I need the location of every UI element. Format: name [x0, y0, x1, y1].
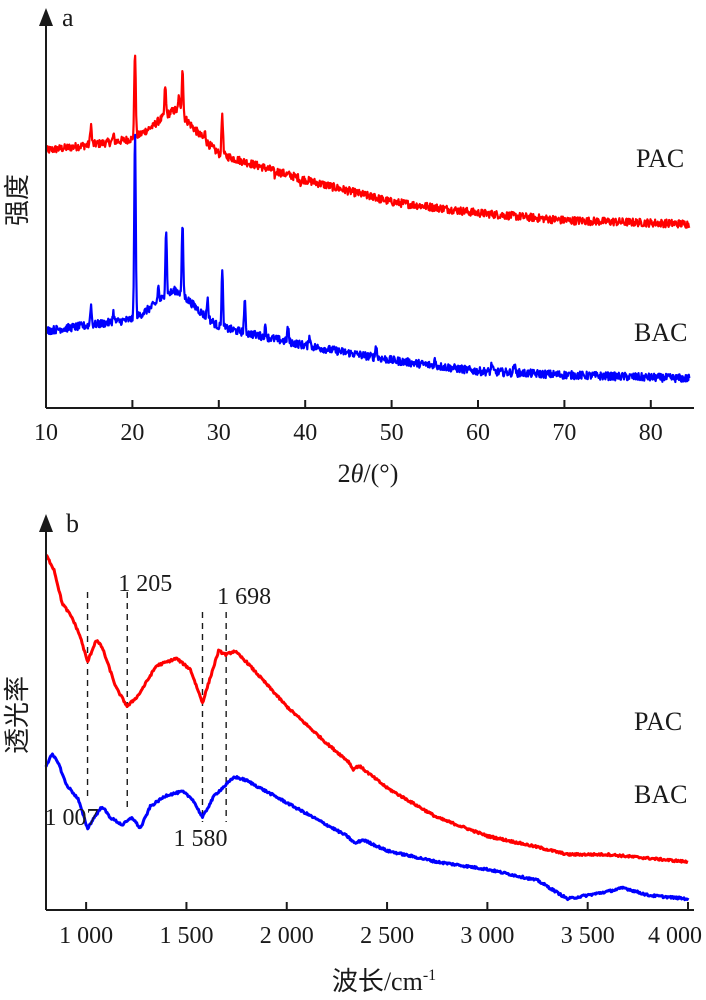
- panel-b-x-tick-label: 3 500: [561, 923, 615, 949]
- panel-a-x-title-suffix: /(°): [363, 459, 398, 488]
- panel-a-x-tick-label: 60: [466, 420, 490, 446]
- panel-b-x-tick-label: 2 500: [360, 923, 414, 949]
- panel-a-x-tick-label: 30: [207, 420, 231, 446]
- panel-a-x-axis-title: 2θ/(°): [338, 459, 399, 488]
- panel-a-x-tick-label: 20: [120, 420, 144, 446]
- panel-b-x-tick-label: 1 500: [159, 923, 213, 949]
- panel-b-annotation-label: 1 698: [217, 584, 271, 610]
- panel-b-x-tick-label: 1 000: [59, 923, 113, 949]
- panel-a-x-ticks: 10 20 30 40 50 60 70 80: [34, 400, 663, 446]
- panel-a-x-title-prefix: 2: [338, 459, 351, 488]
- panel-a-series-line-bac: [44, 133, 691, 384]
- panel-b-series-line-pac: [45, 553, 689, 864]
- panel-a-series-line-pac: [44, 54, 691, 229]
- panel-b-series-line-bac: [44, 752, 690, 902]
- panel-b-x-ticks: 1 000 1 500 2 000 2 500 3 000 3 500 4 000: [59, 902, 702, 949]
- panel-a-xrd-chart: 10 20 30 40 50 60 70 80 a 强度 2θ/(°) PAC BAC: [3, 3, 694, 488]
- panel-b-x-tick-label: 2 000: [260, 923, 314, 949]
- panel-b-annotation-label: 1 580: [173, 826, 227, 852]
- panel-b-annotation-lines: [86, 592, 227, 822]
- panel-b-x-axis-title: 波长/cm-1: [332, 967, 436, 996]
- panel-a-plot-area: [44, 54, 691, 384]
- panel-a-y-axis-title: 强度: [3, 174, 32, 226]
- panel-b-annotation-label: 1 007: [45, 805, 99, 831]
- panel-b-series-label-bac: BAC: [634, 780, 687, 809]
- panel-b-y-axis-title: 透光率: [3, 676, 32, 754]
- panel-b-x-tick-label: 4 000: [648, 923, 702, 949]
- panel-b-x-tick-label: 3 000: [460, 923, 514, 949]
- panel-a-series-label-bac: BAC: [634, 318, 687, 347]
- panel-a-x-tick-label: 80: [639, 420, 663, 446]
- panel-a-series-label-pac: PAC: [636, 144, 684, 173]
- panel-a-label: a: [62, 3, 74, 32]
- panel-a-x-tick-label: 70: [552, 420, 576, 446]
- panel-b-label: b: [66, 509, 79, 538]
- panel-b-plot-area: [44, 553, 690, 902]
- panel-b-annotation-labels: 1 007 1 205 1 580 1 698: [45, 571, 272, 852]
- panel-b-y-axis-arrow: [39, 514, 53, 532]
- panel-a-x-title-theta: θ: [351, 459, 364, 488]
- panel-b-ftir-chart: 1 000 1 500 2 000 2 500 3 000 3 500 4 000 1 00…: [3, 509, 702, 996]
- panel-b-x-title-main: 波长/cm: [332, 967, 423, 996]
- panel-a-x-tick-label: 50: [380, 420, 404, 446]
- panel-a-x-tick-label: 40: [293, 420, 317, 446]
- panel-a-y-axis-arrow: [39, 8, 53, 26]
- panel-b-x-title-sup: -1: [423, 967, 436, 984]
- panel-b-annotation-label: 1 205: [118, 571, 172, 597]
- panel-b-series-label-pac: PAC: [634, 707, 682, 736]
- panel-a-x-tick-label: 10: [34, 420, 58, 446]
